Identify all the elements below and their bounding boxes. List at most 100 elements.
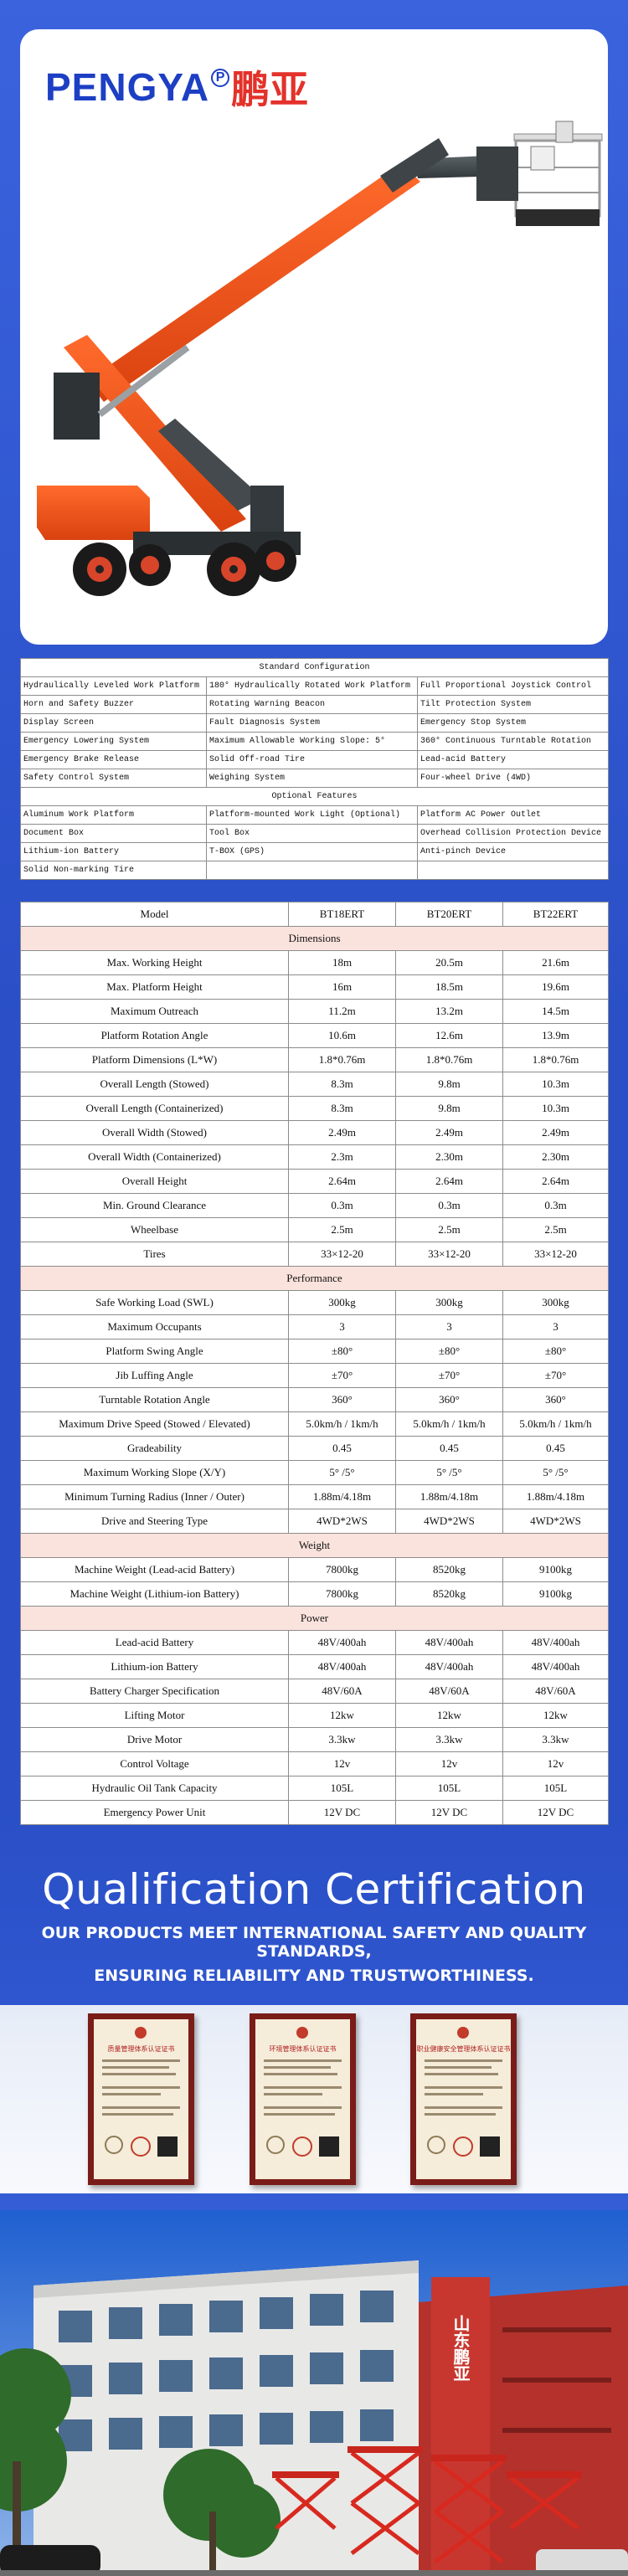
table-row: Maximum Outreach 11.2m 13.2m 14.5m: [20, 999, 609, 1024]
table-cell: Horn and Safety Buzzer: [20, 695, 207, 714]
spec-value: 12kw: [288, 1703, 396, 1728]
spec-value: 48V/400ah: [288, 1630, 396, 1655]
section-title: Optional Features: [20, 787, 609, 806]
spec-label: Overall Width (Containerized): [20, 1144, 289, 1170]
spec-value: 8.3m: [288, 1096, 396, 1121]
table-cell: Platform-mounted Work Light (Optional): [206, 805, 418, 825]
certificate-seal-icon: [425, 2027, 502, 2157]
spec-value: 300kg: [288, 1290, 396, 1315]
registered-mark: P: [211, 69, 230, 87]
table-row: Drive and Steering Type 4WD*2WS 4WD*2WS 4WD…: [20, 1509, 609, 1534]
spec-label: Minimum Turning Radius (Inner / Outer): [20, 1484, 289, 1509]
table-cell: Lithium-ion Battery: [20, 842, 207, 861]
table-row: Emergency Power Unit 12V DC 12V DC 12V DC: [20, 1800, 609, 1825]
work-platform: [513, 121, 603, 226]
model-name: BT18ERT: [288, 902, 396, 927]
spec-value: 2.30m: [502, 1144, 609, 1170]
spec-value: 48V/400ah: [502, 1630, 609, 1655]
table-cell: Solid Off-road Tire: [206, 750, 418, 769]
configuration-table: Standard Configuration Hydraulically Leve…: [20, 658, 609, 880]
spec-value: 48V/400ah: [502, 1654, 609, 1679]
spec-label: Drive Motor: [20, 1727, 289, 1752]
table-cell: Safety Control System: [20, 769, 207, 788]
table-row: Hydraulically Leveled Work Platform 180° …: [20, 676, 609, 696]
table-row: Lead-acid Battery 48V/400ah 48V/400ah 48V/4…: [20, 1630, 609, 1655]
spec-label: Maximum Occupants: [20, 1314, 289, 1339]
spec-value: 5.0km/h / 1km/h: [288, 1411, 396, 1437]
spec-label: Battery Charger Specification: [20, 1679, 289, 1704]
spec-value: ±80°: [288, 1339, 396, 1364]
table-row: Document Box Tool Box Overhead Collision P…: [20, 824, 609, 843]
certificate-occupational-health: 职业健康安全管理体系认证证书: [410, 2013, 517, 2185]
spec-label: Min. Ground Clearance: [20, 1193, 289, 1218]
spec-value: 4WD*2WS: [395, 1509, 503, 1534]
spec-value: 1.8*0.76m: [502, 1047, 609, 1072]
spec-label: Overall Length (Stowed): [20, 1072, 289, 1097]
table-row: Platform Swing Angle ±80° ±80° ±80°: [20, 1339, 609, 1364]
main-boom: [87, 163, 420, 402]
spec-value: 3: [288, 1314, 396, 1339]
spec-value: 33×12-20: [288, 1242, 396, 1267]
spec-label: Overall Length (Containerized): [20, 1096, 289, 1121]
model-name: BT22ERT: [502, 902, 609, 927]
table-cell: Overhead Collision Protection Device: [417, 824, 609, 843]
building-sign: 山东鹏亚: [450, 2315, 471, 2382]
spec-value: 5.0km/h / 1km/h: [502, 1411, 609, 1437]
spec-value: 8520kg: [395, 1557, 503, 1582]
factory-photo: 山东鹏亚: [0, 2210, 628, 2576]
boom-lift-illustration: [37, 121, 603, 596]
spec-value: 5.0km/h / 1km/h: [395, 1411, 503, 1437]
spec-value: 12kw: [502, 1703, 609, 1728]
table-row: Platform Dimensions (L*W) 1.8*0.76m 1.8*0.…: [20, 1047, 609, 1072]
table-cell: Maximum Allowable Working Slope: 5°: [206, 732, 418, 751]
spec-value: 2.5m: [288, 1217, 396, 1242]
table-row: Max. Working Height 18m 20.5m 21.6m: [20, 950, 609, 975]
table-row: Machine Weight (Lithium-ion Battery) 7800…: [20, 1581, 609, 1607]
table-row: Safety Control System Weighing System Four…: [20, 769, 609, 788]
table-cell: Emergency Stop System: [417, 713, 609, 733]
spec-value: 48V/400ah: [395, 1654, 503, 1679]
table-cell: Rotating Warning Beacon: [206, 695, 418, 714]
spec-value: 2.49m: [502, 1120, 609, 1145]
table-row: Solid Non-marking Tire: [20, 861, 609, 880]
certificate-name: 职业健康安全管理体系认证证书: [416, 2045, 511, 2053]
spec-value: 0.45: [288, 1436, 396, 1461]
spec-value: 48V/60A: [502, 1679, 609, 1704]
spec-header-row: Model BT18ERT BT20ERT BT22ERT: [20, 902, 609, 927]
certificate-environment: 环境管理体系认证证书: [250, 2013, 356, 2185]
table-row: Horn and Safety Buzzer Rotating Warning B…: [20, 695, 609, 714]
spec-label: Max. Working Height: [20, 950, 289, 975]
table-cell: Emergency Lowering System: [20, 732, 207, 751]
spec-value: 18m: [288, 950, 396, 975]
model-name: BT20ERT: [395, 902, 503, 927]
table-row: Maximum Working Slope (X/Y) 5° /5° 5° /5° 5…: [20, 1460, 609, 1485]
table-row: Max. Platform Height 16m 18.5m 19.6m: [20, 974, 609, 1000]
specification-table: Model BT18ERT BT20ERT BT22ERT Dimensions Max.…: [20, 902, 609, 1825]
table-row: Tires 33×12-20 33×12-20 33×12-20: [20, 1242, 609, 1267]
section-title: Weight: [20, 1533, 609, 1558]
spec-value: 2.49m: [395, 1120, 503, 1145]
spec-value: 5° /5°: [395, 1460, 503, 1485]
spec-label: Platform Rotation Angle: [20, 1023, 289, 1048]
spec-value: 105L: [395, 1776, 503, 1801]
spec-label: Machine Weight (Lead-acid Battery): [20, 1557, 289, 1582]
spec-value: 9100kg: [502, 1581, 609, 1607]
spec-value: 18.5m: [395, 974, 503, 1000]
spec-label: Wheelbase: [20, 1217, 289, 1242]
brand-name: PENGYA: [45, 65, 210, 109]
spec-value: 10.3m: [502, 1072, 609, 1097]
product-hero-card: PENGYA P 鹏亚: [20, 29, 608, 645]
table-cell: Emergency Brake Release: [20, 750, 207, 769]
spec-value: 9100kg: [502, 1557, 609, 1582]
spec-value: 33×12-20: [395, 1242, 503, 1267]
spec-value: 20.5m: [395, 950, 503, 975]
table-row: Min. Ground Clearance 0.3m 0.3m 0.3m: [20, 1193, 609, 1218]
spec-value: 12V DC: [502, 1800, 609, 1825]
table-cell: Platform AC Power Outlet: [417, 805, 609, 825]
section-title: Dimensions: [20, 926, 609, 951]
spec-section-header: Weight: [20, 1533, 609, 1558]
spec-value: 33×12-20: [502, 1242, 609, 1267]
spec-value: 0.3m: [288, 1193, 396, 1218]
spec-section-header: Power: [20, 1606, 609, 1631]
spec-value: 12V DC: [395, 1800, 503, 1825]
